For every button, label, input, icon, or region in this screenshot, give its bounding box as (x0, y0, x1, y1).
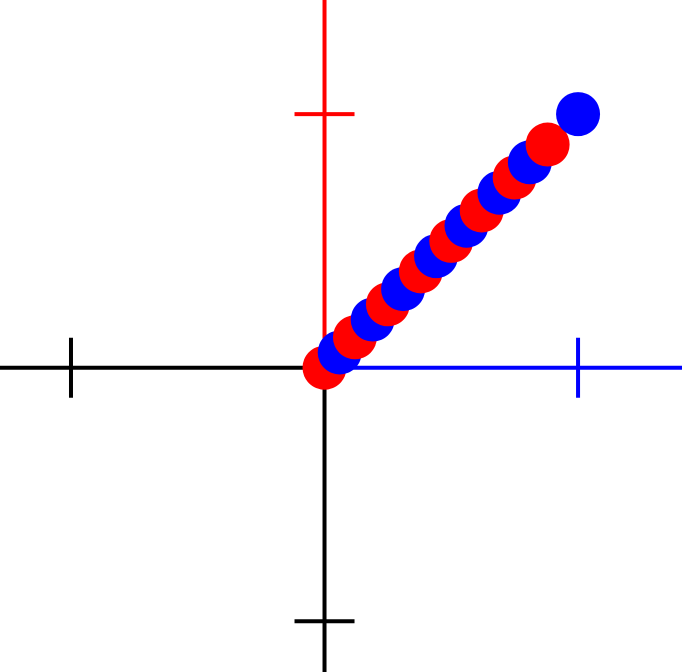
dot-series-2-8 (556, 92, 601, 137)
dots-group (302, 92, 601, 390)
dot-series-1-8 (525, 122, 570, 167)
